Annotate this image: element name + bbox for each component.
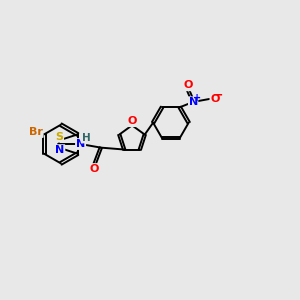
Text: O: O — [128, 116, 137, 126]
Text: S: S — [55, 132, 63, 142]
Text: O: O — [90, 164, 99, 174]
Text: N: N — [55, 145, 64, 155]
Text: N: N — [188, 97, 198, 107]
Text: +: + — [193, 93, 201, 103]
Text: −: − — [213, 88, 223, 102]
Text: Br: Br — [29, 127, 43, 137]
Text: O: O — [210, 94, 220, 104]
Text: O: O — [183, 80, 193, 90]
Text: N: N — [76, 139, 85, 149]
Text: H: H — [82, 133, 90, 142]
